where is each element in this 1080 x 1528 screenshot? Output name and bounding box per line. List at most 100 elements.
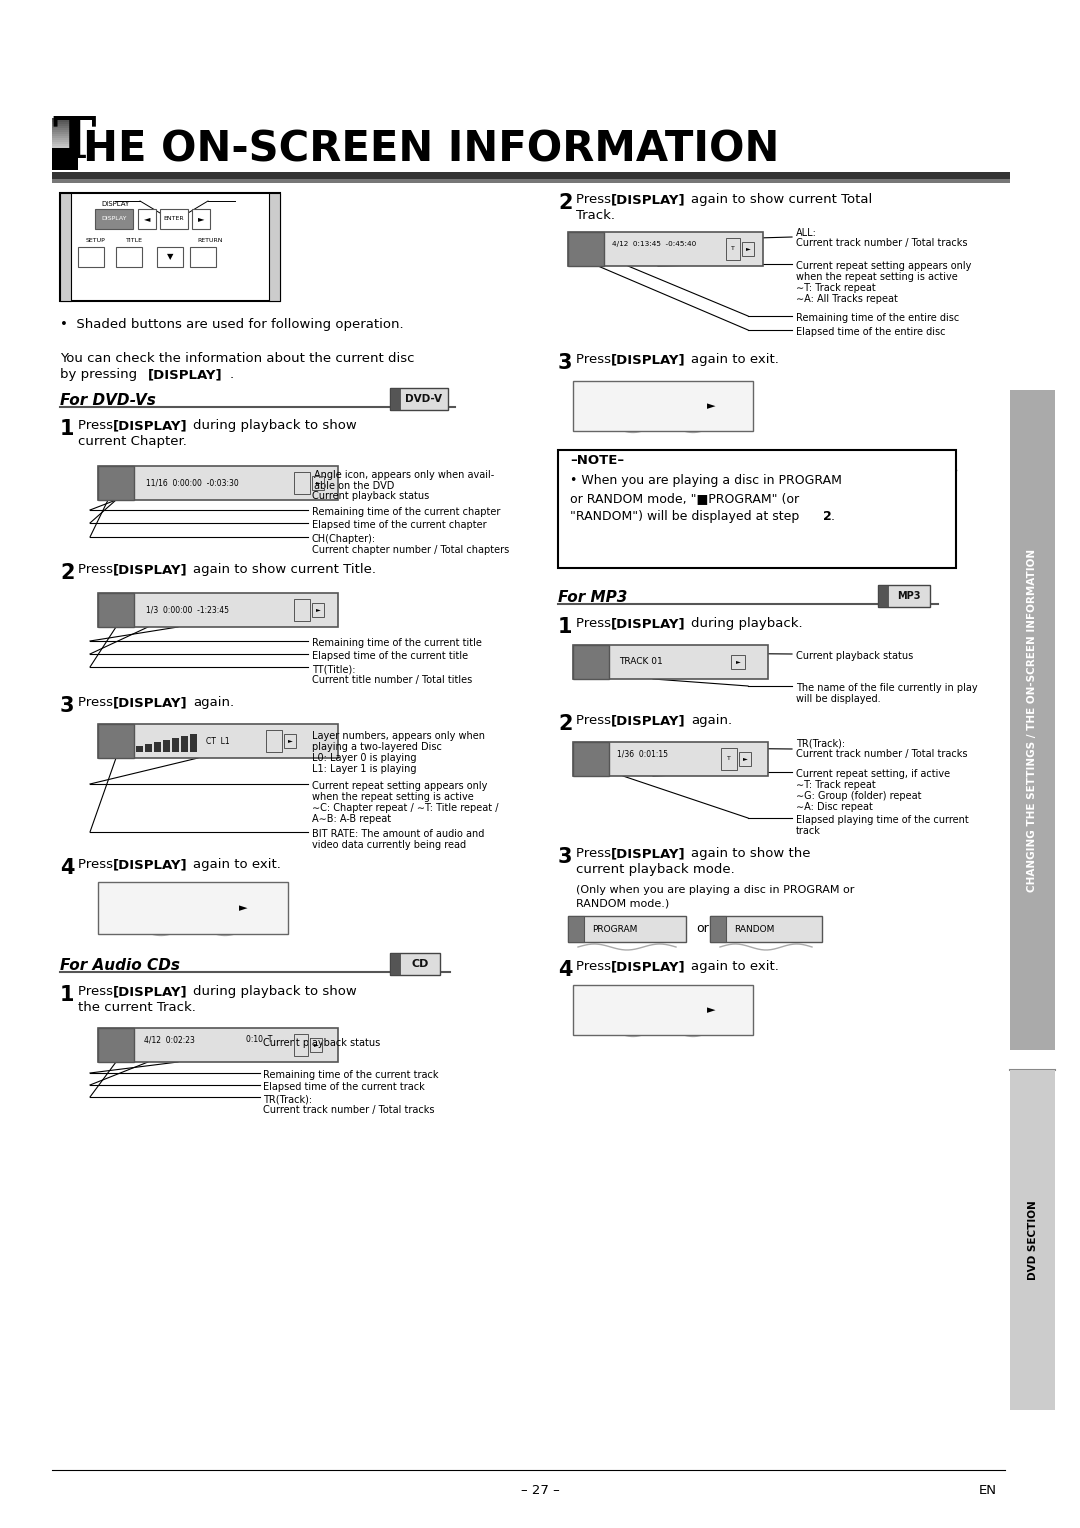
Text: Current playback status: Current playback status <box>312 490 429 501</box>
Text: PROGRAM: PROGRAM <box>592 924 637 934</box>
Text: DVD SECTION: DVD SECTION <box>1027 1199 1038 1280</box>
Text: ▼: ▼ <box>166 252 173 261</box>
Bar <box>98 593 134 626</box>
Bar <box>573 986 753 1034</box>
Bar <box>95 209 133 229</box>
Text: 1: 1 <box>558 617 572 637</box>
Bar <box>568 915 686 941</box>
Text: Elapsed time of the current title: Elapsed time of the current title <box>312 651 468 662</box>
Bar <box>710 915 726 941</box>
Text: during playback to show: during playback to show <box>193 986 356 998</box>
Bar <box>60 193 280 301</box>
Bar <box>98 593 338 626</box>
Text: "RANDOM") will be displayed at step: "RANDOM") will be displayed at step <box>570 510 804 523</box>
Bar <box>52 150 78 151</box>
Bar <box>573 743 768 776</box>
Text: DISPLAY: DISPLAY <box>102 217 126 222</box>
Bar <box>98 466 338 500</box>
Bar <box>52 142 78 144</box>
Text: Angle icon, appears only when avail-: Angle icon, appears only when avail- <box>314 471 495 480</box>
Text: [DISPLAY]: [DISPLAY] <box>611 353 686 367</box>
Bar <box>1010 390 1055 1050</box>
Bar <box>568 915 584 941</box>
Text: ►: ► <box>313 1042 319 1048</box>
Bar <box>98 1028 134 1062</box>
Text: You can check the information about the current disc: You can check the information about the … <box>60 351 415 365</box>
Text: Press: Press <box>576 714 616 727</box>
Text: [DISPLAY]: [DISPLAY] <box>113 562 188 576</box>
Bar <box>294 599 310 620</box>
Text: ∼T: Track repeat: ∼T: Track repeat <box>796 779 876 790</box>
Text: [DISPLAY]: [DISPLAY] <box>611 960 686 973</box>
Text: Remaining time of the current title: Remaining time of the current title <box>312 639 482 648</box>
Bar <box>98 466 134 500</box>
Bar <box>52 138 78 141</box>
Bar <box>312 604 324 617</box>
Bar <box>742 241 754 257</box>
Text: ENTER: ENTER <box>164 217 185 222</box>
Bar <box>573 743 609 776</box>
Text: 4/12  0:02:23: 4/12 0:02:23 <box>144 1036 194 1045</box>
Bar <box>52 154 78 156</box>
Text: [DISPLAY]: [DISPLAY] <box>148 368 222 380</box>
Bar <box>294 1034 308 1056</box>
Text: For Audio CDs: For Audio CDs <box>60 958 180 973</box>
Text: Press: Press <box>78 986 118 998</box>
Bar <box>310 1038 322 1051</box>
Text: Current repeat setting appears only: Current repeat setting appears only <box>796 261 971 270</box>
Text: when the repeat setting is active: when the repeat setting is active <box>796 272 958 283</box>
Bar <box>269 193 280 301</box>
Text: TR(Track):: TR(Track): <box>264 1094 312 1105</box>
Text: playing a two-layered Disc: playing a two-layered Disc <box>312 743 442 752</box>
Bar <box>98 1028 338 1062</box>
Text: able on the DVD: able on the DVD <box>314 481 394 490</box>
Text: HE ON-SCREEN INFORMATION: HE ON-SCREEN INFORMATION <box>83 128 780 170</box>
Text: Current chapter number / Total chapters: Current chapter number / Total chapters <box>312 545 510 555</box>
Text: DVD-V: DVD-V <box>405 394 443 403</box>
Text: MP3: MP3 <box>897 591 921 601</box>
Bar <box>145 744 152 752</box>
Text: The name of the file currently in play: The name of the file currently in play <box>796 683 977 694</box>
Text: –NOTE–: –NOTE– <box>570 454 624 468</box>
Text: Current title number / Total titles: Current title number / Total titles <box>312 675 472 685</box>
Bar <box>878 585 930 607</box>
Text: Remaining time of the entire disc: Remaining time of the entire disc <box>796 313 959 322</box>
Bar <box>52 128 78 130</box>
Text: 4: 4 <box>558 960 572 979</box>
Bar <box>312 477 324 490</box>
Text: •  Shaded buttons are used for following operation.: • Shaded buttons are used for following … <box>60 318 404 332</box>
Text: TT: TT <box>112 608 120 613</box>
Text: 3: 3 <box>60 695 75 717</box>
Text: Press: Press <box>576 193 616 206</box>
Bar <box>190 733 197 752</box>
Text: – 27 –: – 27 – <box>521 1484 559 1497</box>
Text: Current repeat setting, if active: Current repeat setting, if active <box>796 769 950 779</box>
Text: ∼A: All Tracks repeat: ∼A: All Tracks repeat <box>796 293 897 304</box>
Text: 4/12  0:13:45  -0:45:40: 4/12 0:13:45 -0:45:40 <box>612 241 697 248</box>
Text: BIT RATE: The amount of audio and: BIT RATE: The amount of audio and <box>312 830 484 839</box>
Text: ►: ► <box>315 608 321 613</box>
Text: T: T <box>731 246 734 252</box>
Text: TITLE: TITLE <box>125 238 143 243</box>
Text: • When you are playing a disc in PROGRAM: • When you are playing a disc in PROGRAM <box>570 474 842 487</box>
Bar <box>568 232 762 266</box>
Text: 1: 1 <box>60 419 75 439</box>
Bar <box>52 141 78 142</box>
Bar <box>52 173 1010 179</box>
Text: ►: ► <box>239 903 247 914</box>
Text: Elapsed time of the current track: Elapsed time of the current track <box>264 1082 424 1093</box>
Text: [DISPLAY]: [DISPLAY] <box>611 714 686 727</box>
Bar <box>573 645 768 678</box>
Text: CH(Chapter):: CH(Chapter): <box>312 533 376 544</box>
Text: ►: ► <box>745 246 751 252</box>
Text: the current Track.: the current Track. <box>78 1001 195 1015</box>
Text: .: . <box>831 510 835 523</box>
Bar <box>390 953 400 975</box>
Bar <box>52 148 78 170</box>
Text: 1/3  0:00:00  -1:23:45: 1/3 0:00:00 -1:23:45 <box>146 605 229 614</box>
Text: TR(Track):: TR(Track): <box>796 738 846 749</box>
Text: Press: Press <box>78 695 118 709</box>
Text: ►: ► <box>743 756 747 761</box>
Text: Layer numbers, appears only when: Layer numbers, appears only when <box>312 730 485 741</box>
Text: [DISPLAY]: [DISPLAY] <box>113 695 188 709</box>
